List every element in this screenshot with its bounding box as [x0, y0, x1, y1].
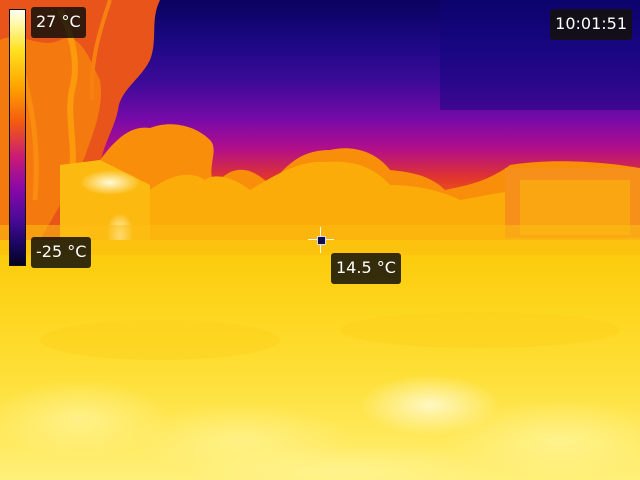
clock-time: 10:01:51	[550, 9, 632, 40]
scale-max-label: 27 °C	[31, 7, 86, 38]
scale-min-label: -25 °C	[31, 237, 92, 268]
spot-temperature-label: 14.5 °C	[331, 253, 401, 284]
crosshair-icon	[308, 227, 334, 253]
temperature-scale-bar	[9, 9, 26, 266]
